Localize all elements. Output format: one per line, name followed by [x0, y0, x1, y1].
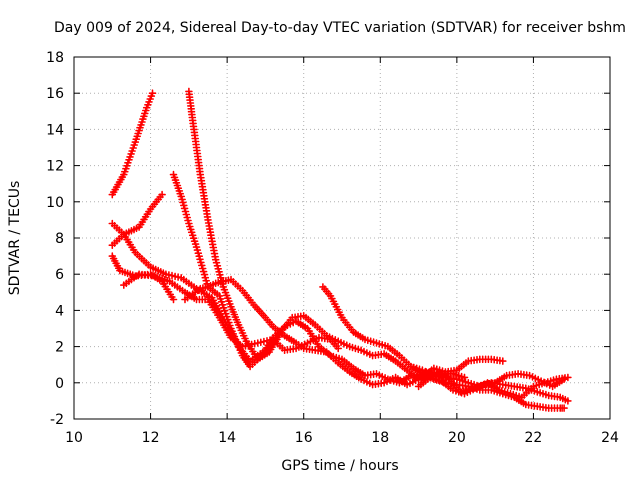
series-sat-i	[319, 283, 568, 412]
x-tick-label: 24	[601, 430, 619, 446]
plot-frame	[73, 56, 611, 420]
x-tick-label: 12	[142, 430, 160, 446]
y-tick-label: 0	[55, 376, 64, 392]
y-tick-label: 8	[55, 231, 64, 247]
y-axis-label: SDTVAR / TECUs	[7, 181, 23, 296]
y-tick-label: 16	[46, 86, 64, 102]
y-tick-label: 2	[55, 340, 64, 356]
x-tick-labels: 10 12 14 16 18 20 22 24	[65, 430, 619, 446]
series-sat-l	[414, 373, 572, 402]
data-series	[108, 87, 572, 412]
chart-title: Day 009 of 2024, Sidereal Day-to-day VTE…	[54, 20, 626, 36]
series-sat-g	[185, 87, 469, 383]
x-tick-label: 14	[218, 430, 236, 446]
y-tick-label: 6	[55, 267, 64, 283]
series-sat-a	[108, 89, 157, 199]
y-tick-label: 14	[46, 122, 64, 138]
x-tick-label: 16	[295, 430, 313, 446]
x-tick-label: 10	[65, 430, 83, 446]
series-sat-b	[108, 190, 166, 249]
x-axis-label: GPS time / hours	[281, 458, 398, 474]
grid	[74, 57, 610, 419]
y-tick-label: 18	[46, 50, 64, 66]
y-tick-label: 12	[46, 159, 64, 175]
y-tick-label: 10	[46, 195, 64, 211]
y-tick-labels: -2 0 2 4 6 8 10 12 14 16 18	[46, 50, 64, 428]
x-tick-label: 22	[525, 430, 543, 446]
series-sat-h	[181, 275, 434, 389]
x-tick-label: 18	[371, 430, 389, 446]
x-tick-label: 20	[448, 430, 466, 446]
y-tick-label: -2	[50, 412, 64, 428]
y-tick-label: 4	[55, 303, 64, 319]
